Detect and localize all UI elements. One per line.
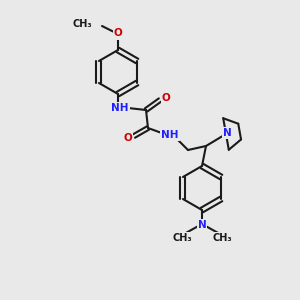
Text: O: O <box>114 28 122 38</box>
Text: N: N <box>198 220 206 230</box>
Text: CH₃: CH₃ <box>172 233 192 243</box>
Text: CH₃: CH₃ <box>72 19 92 29</box>
Text: NH: NH <box>111 103 129 113</box>
Text: O: O <box>124 133 132 143</box>
Text: NH: NH <box>161 130 179 140</box>
Text: CH₃: CH₃ <box>212 233 232 243</box>
Text: O: O <box>162 93 170 103</box>
Text: N: N <box>223 128 231 138</box>
